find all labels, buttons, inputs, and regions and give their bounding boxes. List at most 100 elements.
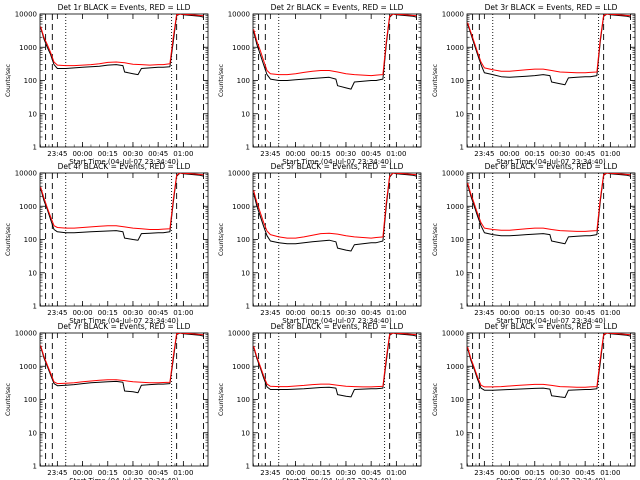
x-tick-label: 00:30 (336, 309, 356, 317)
x-tick-label: 00:15 (311, 309, 331, 317)
panel-title: Det 3r BLACK = Events, RED = LLD (485, 3, 618, 12)
y-axis-label: Counts/sec (218, 223, 225, 256)
x-tick-label: 00:45 (575, 469, 595, 477)
y-axis-label: Counts/sec (5, 383, 12, 416)
y-tick-label: 10 (241, 429, 250, 437)
y-tick-label: 10 (455, 110, 464, 118)
y-tick-label: 10 (455, 269, 464, 277)
x-tick-label: 00:00 (72, 150, 92, 158)
y-axis-label: Counts/sec (5, 223, 12, 256)
panel-det-5: Det 5r BLACK = Events, RED = LLD 1 10 100 10… (218, 162, 422, 325)
y-tick-label: 10 (28, 110, 37, 118)
panel-title: Det 6r BLACK = Events, RED = LLD (485, 162, 618, 171)
y-tick-label: 1000 (19, 363, 37, 371)
x-tick-label: 00:15 (525, 150, 545, 158)
panel-det-8: Det 8r BLACK = Events, RED = LLD 1 10 100 10… (218, 322, 422, 480)
x-tick-label: 00:15 (311, 150, 331, 158)
y-tick-label: 100 (24, 236, 37, 244)
y-tick-label: 1 (246, 144, 250, 152)
y-tick-label: 100 (451, 396, 464, 404)
y-tick-label: 10 (28, 269, 37, 277)
x-tick-label: 23:45 (260, 469, 280, 477)
x-tick-label: 00:00 (499, 469, 519, 477)
x-tick-label: 01:00 (600, 309, 620, 317)
x-tick-label: 00:15 (525, 469, 545, 477)
y-tick-label: 1000 (19, 203, 37, 211)
x-tick-label: 00:45 (148, 150, 168, 158)
y-tick-label: 10000 (15, 11, 37, 19)
x-axis-label: Start Time (04-Jul-07 23:34:40) (282, 477, 392, 480)
y-tick-label: 1 (460, 303, 464, 311)
y-tick-label: 10000 (442, 330, 464, 338)
x-tick-label: 23:45 (474, 309, 494, 317)
y-tick-label: 1 (246, 303, 250, 311)
y-axis-label: Counts/sec (5, 64, 12, 97)
panel-title: Det 4r BLACK = Events, RED = LLD (58, 162, 191, 171)
x-tick-label: 00:15 (98, 309, 118, 317)
y-tick-label: 1 (246, 463, 250, 471)
series-lld (467, 173, 631, 232)
x-tick-label: 23:45 (47, 309, 67, 317)
x-tick-label: 01:00 (386, 150, 406, 158)
x-tick-label: 23:45 (47, 469, 67, 477)
x-tick-label: 00:30 (336, 469, 356, 477)
y-tick-label: 100 (24, 396, 37, 404)
x-tick-label: 00:00 (72, 469, 92, 477)
y-tick-label: 10000 (442, 11, 464, 19)
x-tick-label: 01:00 (173, 469, 193, 477)
panel-title: Det 5r BLACK = Events, RED = LLD (271, 162, 404, 171)
x-tick-label: 01:00 (386, 309, 406, 317)
x-axis-label: Start Time (04-Jul-07 23:34:40) (496, 477, 606, 480)
series-lld (40, 173, 204, 230)
y-axis-label: Counts/sec (432, 383, 439, 416)
y-tick-label: 1000 (446, 203, 464, 211)
series-lld (253, 173, 417, 239)
x-axis-label: Start Time (04-Jul-07 23:34:40) (69, 317, 179, 325)
x-tick-label: 23:45 (474, 150, 494, 158)
x-tick-label: 00:30 (123, 309, 143, 317)
panel-det-2: Det 2r BLACK = Events, RED = LLD 1 10 100 10… (218, 3, 422, 166)
y-tick-label: 10 (455, 429, 464, 437)
y-tick-label: 100 (451, 77, 464, 85)
x-tick-label: 00:45 (148, 309, 168, 317)
x-tick-label: 23:45 (260, 309, 280, 317)
x-tick-label: 01:00 (386, 469, 406, 477)
series-lld (40, 14, 204, 67)
x-tick-label: 00:15 (525, 309, 545, 317)
x-tick-label: 00:45 (148, 469, 168, 477)
panel-title: Det 7r BLACK = Events, RED = LLD (58, 322, 191, 331)
y-tick-label: 100 (451, 236, 464, 244)
x-axis-label: Start Time (04-Jul-07 23:34:40) (496, 158, 606, 166)
y-tick-label: 10 (241, 110, 250, 118)
series-lld (467, 14, 631, 74)
y-tick-label: 1000 (446, 363, 464, 371)
y-tick-label: 10000 (228, 330, 250, 338)
series-lld (253, 14, 417, 77)
x-tick-label: 00:30 (550, 469, 570, 477)
y-tick-label: 100 (237, 396, 250, 404)
panel-title: Det 8r BLACK = Events, RED = LLD (271, 322, 404, 331)
y-axis-label: Counts/sec (218, 64, 225, 97)
panel-det-9: Det 9r BLACK = Events, RED = LLD 1 10 100 10… (432, 322, 636, 480)
series-lld (40, 333, 204, 385)
panel-det-4: Det 4r BLACK = Events, RED = LLD 1 10 100 10… (5, 162, 209, 325)
series-lld (253, 333, 417, 388)
y-tick-label: 1 (33, 463, 37, 471)
y-tick-label: 1 (460, 144, 464, 152)
x-tick-label: 00:00 (499, 309, 519, 317)
x-tick-label: 00:00 (285, 309, 305, 317)
x-tick-label: 00:15 (98, 469, 118, 477)
y-tick-label: 10000 (228, 11, 250, 19)
y-tick-label: 1 (460, 463, 464, 471)
y-tick-label: 10 (28, 429, 37, 437)
x-axis-label: Start Time (04-Jul-07 23:34:40) (496, 317, 606, 325)
x-tick-label: 00:45 (361, 469, 381, 477)
series-lld (467, 333, 631, 388)
x-tick-label: 00:15 (98, 150, 118, 158)
y-axis-label: Counts/sec (218, 383, 225, 416)
y-tick-label: 10000 (442, 170, 464, 178)
x-tick-label: 01:00 (173, 309, 193, 317)
panel-det-6: Det 6r BLACK = Events, RED = LLD 1 10 100 10… (432, 162, 636, 325)
panel-title: Det 2r BLACK = Events, RED = LLD (271, 3, 404, 12)
y-axis-label: Counts/sec (432, 223, 439, 256)
